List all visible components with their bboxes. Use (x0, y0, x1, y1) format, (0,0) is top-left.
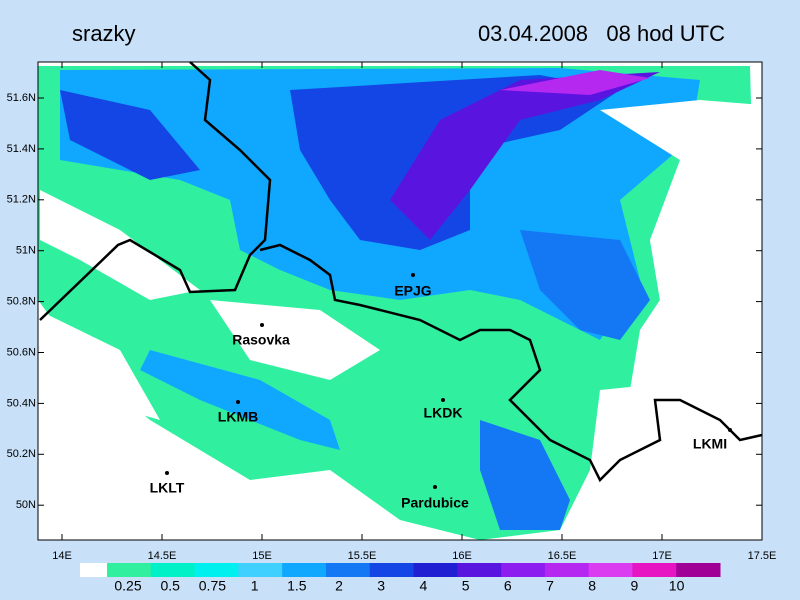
map (38, 61, 763, 540)
lat-tick-label: 50.4N (7, 397, 36, 409)
colorbar-swatch (325, 563, 371, 577)
lon-tick-label: 14.5E (148, 550, 177, 562)
station-marker (441, 398, 445, 402)
lat-tick-label: 51N (16, 245, 36, 257)
lon-tick-label: 16E (452, 550, 472, 562)
colorbar-swatch (501, 563, 546, 577)
colorbar-swatch (588, 563, 633, 577)
lon-tick-label: 16.5E (548, 550, 577, 562)
lat-tick-label: 50.2N (7, 448, 36, 460)
colorbar-label: 8 (588, 578, 596, 594)
station-label: Pardubice (401, 495, 469, 511)
lat-tick-label: 51.4N (7, 143, 36, 155)
station-label: LKMB (218, 409, 258, 425)
dry-area (38, 310, 160, 420)
rain-area (480, 420, 570, 530)
lat-tick-label: 51.6N (7, 92, 36, 104)
colorbar-label: 7 (546, 578, 554, 594)
colorbar-label: 3 (377, 578, 385, 594)
dry-area (590, 380, 762, 540)
colorbar-swatch (457, 563, 502, 577)
colorbar-swatch (282, 563, 327, 577)
colorbar-swatch (194, 563, 239, 577)
lon-tick-label: 17.5E (748, 550, 777, 562)
border (259, 243, 763, 483)
border (39, 61, 272, 321)
colorbar-label: 1.5 (287, 578, 307, 594)
rain-area (500, 70, 650, 95)
station-label: Rasovka (232, 332, 290, 348)
colorbar-label: 2 (335, 578, 343, 594)
lon-tick-label: 15E (252, 550, 272, 562)
colorbar-label: 1 (251, 578, 259, 594)
station-marker (433, 485, 437, 489)
lon-tick-label: 14E (52, 550, 72, 562)
colorbar-label: 9 (631, 578, 639, 594)
colorbar-swatch (369, 563, 414, 577)
colorbar-label: 5 (462, 578, 470, 594)
colorbar-label: 0.25 (114, 578, 141, 594)
datetime: 03.04.2008 08 hod UTC (478, 21, 725, 46)
station-marker (260, 323, 264, 327)
colorbar-swatch (413, 563, 458, 577)
colorbar-label: 4 (420, 578, 428, 594)
lat-tick-label: 50.8N (7, 296, 36, 308)
rain-area (140, 350, 340, 450)
dry-area (210, 300, 380, 380)
station-label: LKMI (693, 436, 727, 452)
colorbar-label: 6 (504, 578, 512, 594)
colorbar-swatch (107, 563, 152, 577)
rain-area (390, 72, 660, 240)
station-label: EPJG (394, 283, 431, 299)
map-frame (37, 61, 763, 541)
rain-area (520, 230, 650, 340)
colorbar-swatch (80, 563, 108, 577)
colorbar-swatch (676, 563, 721, 577)
lat-tick-label: 51.2N (7, 194, 36, 206)
lon-tick-label: 17E (652, 550, 672, 562)
lat-tick-label: 50.6N (7, 346, 36, 358)
colorbar-label: 0.5 (160, 578, 180, 594)
colorbar-label: 10 (669, 578, 685, 594)
rain-area (60, 90, 200, 180)
lon-tick-label: 15.5E (348, 550, 377, 562)
station-marker (236, 400, 240, 404)
title: srazky (72, 21, 136, 46)
station-marker (411, 273, 415, 277)
station-label: LKDK (424, 405, 463, 421)
station-marker (728, 428, 732, 432)
station-label: LKLT (150, 480, 185, 496)
dry-area (600, 100, 762, 380)
colorbar-swatch (632, 563, 677, 577)
colorbar-label: 0.75 (199, 578, 226, 594)
colorbar-swatch (544, 563, 590, 577)
station-marker (165, 471, 169, 475)
lat-tick-label: 50N (16, 499, 36, 511)
colorbar-swatch (150, 563, 196, 577)
colorbar-swatch (238, 563, 283, 577)
